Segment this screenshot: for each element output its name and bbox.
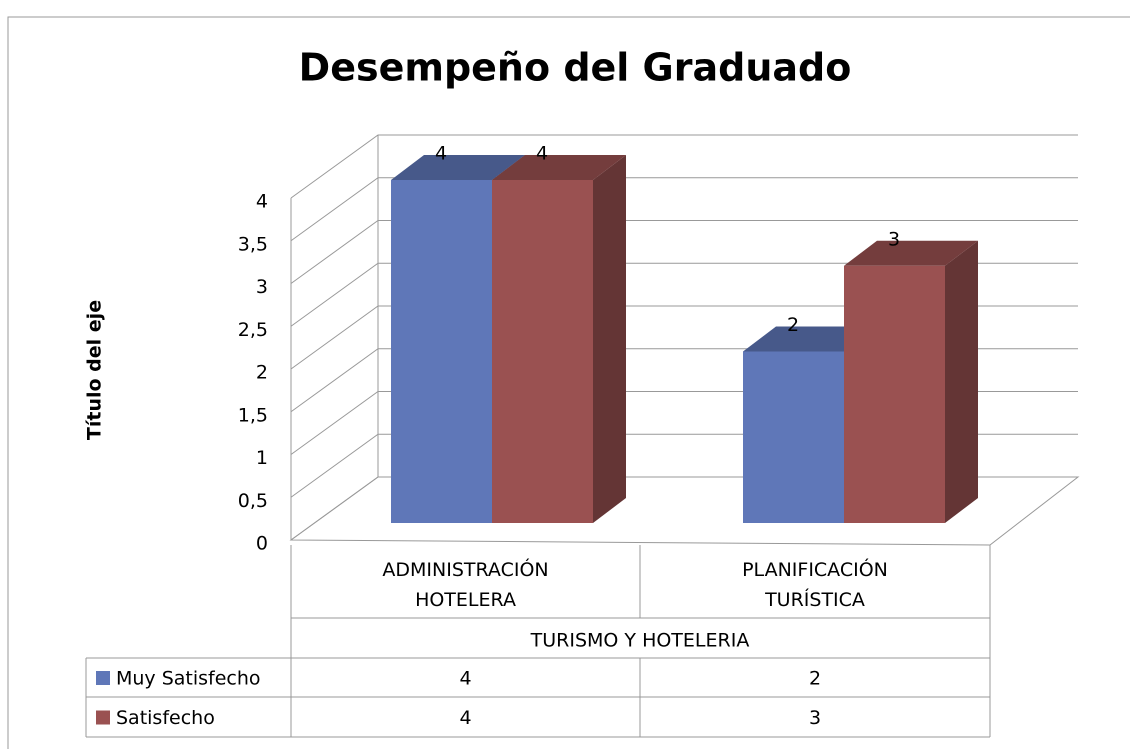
legend-label: Satisfecho bbox=[116, 707, 215, 729]
legend-swatch bbox=[96, 671, 110, 685]
grid-line bbox=[290, 220, 1078, 284]
table-value: 3 bbox=[809, 707, 821, 729]
y-tick-label: 0,5 bbox=[238, 490, 268, 512]
y-axis-label: Título del eje bbox=[84, 300, 106, 440]
y-tick-label: 2 bbox=[256, 362, 268, 384]
legend-swatch bbox=[96, 710, 110, 725]
y-tick-label: 2,5 bbox=[238, 319, 268, 341]
bar bbox=[492, 180, 593, 523]
data-label: 2 bbox=[787, 314, 799, 336]
data-label: 4 bbox=[536, 143, 548, 165]
y-tick-label: 1,5 bbox=[238, 404, 268, 426]
chart-title: Desempeño del Graduado bbox=[299, 46, 852, 90]
table-value: 2 bbox=[809, 668, 821, 690]
data-label: 4 bbox=[435, 143, 447, 165]
bar-top bbox=[743, 326, 877, 352]
bar bbox=[743, 351, 844, 523]
x-tick-label: ADMINISTRACIÓN HOTELERA bbox=[382, 559, 549, 611]
grid-line bbox=[290, 262, 1078, 327]
x-tick-label: PLANIFICACIÓN TURÍSTICA bbox=[742, 559, 888, 611]
y-tick-label: 0 bbox=[256, 533, 268, 555]
group-label: TURISMO Y HOTELERIA bbox=[530, 630, 750, 652]
legend-label: Muy Satisfecho bbox=[116, 668, 261, 690]
grid-line bbox=[290, 134, 1078, 199]
data-label: 3 bbox=[888, 228, 900, 250]
bar-side bbox=[593, 155, 626, 523]
bar-top bbox=[391, 155, 525, 180]
y-tick-label: 3 bbox=[256, 276, 268, 298]
bar-side bbox=[945, 240, 978, 523]
chart-border bbox=[7, 16, 1130, 749]
table-value: 4 bbox=[459, 707, 471, 729]
y-tick-label: 1 bbox=[256, 447, 268, 469]
bar bbox=[391, 180, 492, 523]
bar-top bbox=[492, 155, 626, 180]
table-value: 4 bbox=[459, 668, 471, 690]
bar-top bbox=[844, 240, 978, 266]
bar bbox=[844, 265, 945, 523]
grid-line bbox=[290, 177, 1078, 242]
y-tick-label: 3,5 bbox=[238, 233, 268, 255]
y-tick-label: 4 bbox=[256, 191, 268, 213]
